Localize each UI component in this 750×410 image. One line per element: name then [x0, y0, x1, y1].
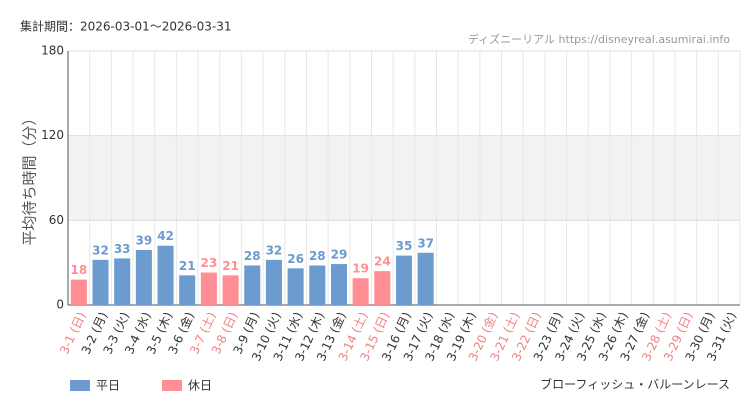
- y-tick-label: 120: [41, 128, 64, 142]
- bar: [330, 264, 347, 305]
- y-axis-label: 平均待ち時間（分）: [21, 110, 39, 245]
- chart-title: 集計期間：2026-03-01～2026-03-31: [20, 19, 231, 34]
- data-label: 24: [374, 255, 391, 269]
- source: ディズニーリアル https://disneyreal.asumirai.inf…: [468, 32, 730, 46]
- bar: [417, 252, 434, 305]
- data-label: 21: [179, 259, 196, 273]
- y-tick-label: 60: [49, 213, 64, 227]
- bar: [265, 259, 282, 305]
- data-label: 33: [114, 242, 131, 256]
- data-label: 42: [157, 229, 174, 243]
- bar: [244, 265, 261, 305]
- data-label: 37: [417, 236, 434, 250]
- legend-swatch: [162, 380, 182, 391]
- data-label: 18: [70, 263, 87, 277]
- data-label: 32: [266, 243, 283, 257]
- bar: [157, 245, 174, 305]
- data-label: 32: [92, 243, 109, 257]
- bar: [287, 268, 304, 305]
- bar: [70, 279, 87, 305]
- data-label: 39: [136, 233, 153, 247]
- bar: [309, 265, 326, 305]
- bar: [179, 275, 196, 305]
- y-tick-label: 180: [41, 44, 64, 58]
- data-label: 26: [287, 252, 304, 266]
- bar: [92, 259, 109, 305]
- bar: [222, 275, 239, 305]
- bar: [374, 271, 391, 305]
- legend-swatch: [70, 380, 90, 391]
- data-label: 19: [352, 262, 369, 276]
- data-label: 29: [331, 248, 348, 262]
- plot-band: [68, 135, 740, 221]
- bar: [114, 258, 131, 305]
- bar: [200, 272, 217, 305]
- y-tick-label: 0: [56, 298, 64, 312]
- data-label: 23: [201, 256, 218, 270]
- data-label: 35: [396, 239, 413, 253]
- bar: [135, 249, 152, 305]
- data-label: 21: [222, 259, 239, 273]
- legend-label: 休日: [188, 379, 212, 393]
- bar: [395, 255, 413, 305]
- legend-label: 平日: [96, 379, 120, 393]
- data-label: 28: [244, 249, 261, 263]
- data-label: 28: [309, 249, 326, 263]
- bar: [352, 278, 369, 305]
- attraction-name: ブローフィッシュ・バルーンレース: [540, 377, 730, 392]
